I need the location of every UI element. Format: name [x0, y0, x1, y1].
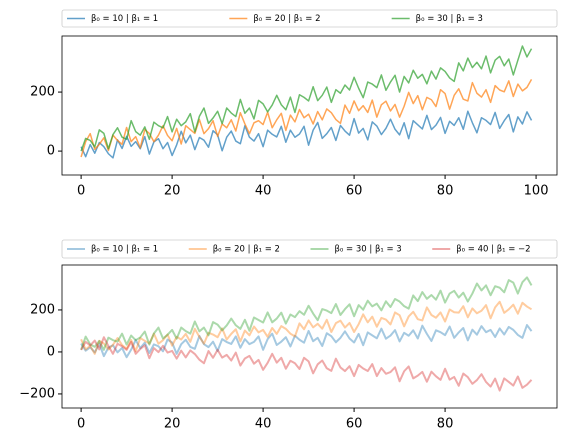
x-tick-label: 40 — [255, 184, 272, 199]
x-tick-label: 60 — [346, 417, 363, 432]
y-tick-label: 0 — [47, 344, 55, 359]
axes-frame — [61, 264, 558, 409]
legend-label: β₀ = 20 | β₁ = 2 — [213, 245, 280, 255]
y-tick-label: 0 — [47, 144, 55, 159]
x-tick-label: 80 — [437, 417, 454, 432]
x-tick-label: 80 — [437, 184, 454, 199]
x-tick-label: 0 — [77, 417, 85, 432]
y-tick-label: 200 — [30, 302, 55, 317]
x-tick-label: 60 — [346, 184, 363, 199]
x-tick-label: 20 — [164, 184, 181, 199]
x-tick-label: 0 — [77, 184, 85, 199]
legend-label: β₀ = 30 | β₁ = 3 — [416, 14, 483, 24]
legend-label: β₀ = 10 | β₁ = 1 — [91, 14, 158, 24]
legend-label: β₀ = 40 | β₁ = −2 — [456, 245, 530, 255]
legend-frame — [61, 9, 558, 28]
data-line — [80, 336, 533, 392]
data-line — [80, 45, 533, 152]
y-tick-label: −200 — [19, 386, 55, 401]
data-line — [80, 79, 533, 158]
legend-frame — [61, 239, 558, 259]
x-tick-label: 100 — [524, 184, 549, 199]
data-line — [80, 300, 533, 355]
data-line — [80, 276, 533, 351]
axes-frame — [61, 35, 558, 176]
x-tick-label: 40 — [255, 417, 272, 432]
legend-label: β₀ = 30 | β₁ = 3 — [335, 245, 402, 255]
legend-label: β₀ = 20 | β₁ = 2 — [253, 14, 320, 24]
x-tick-label: 20 — [164, 417, 181, 432]
data-line — [80, 324, 533, 359]
y-tick-label: 200 — [30, 85, 55, 100]
data-line — [80, 110, 533, 159]
legend-label: β₀ = 10 | β₁ = 1 — [91, 245, 158, 255]
